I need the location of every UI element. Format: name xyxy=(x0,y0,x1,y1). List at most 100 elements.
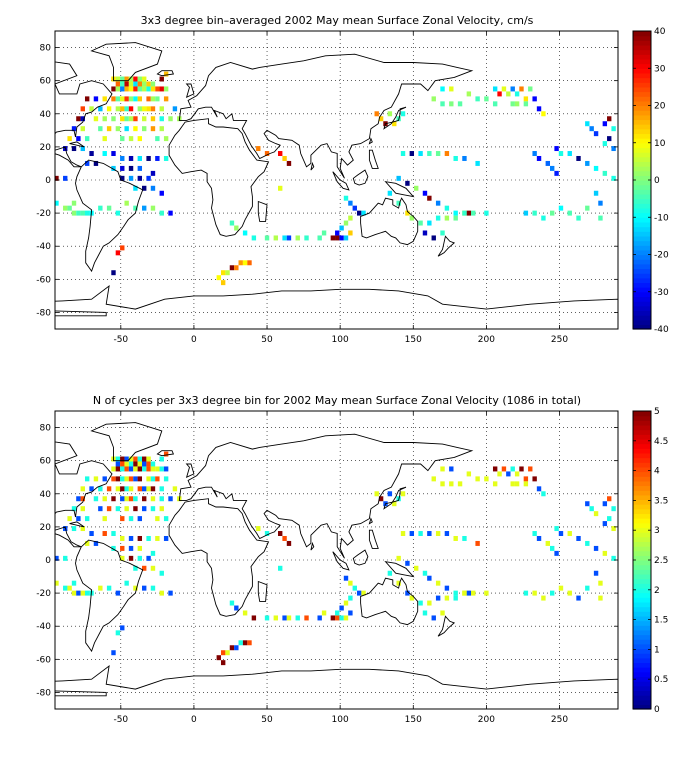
coastline xyxy=(332,551,350,571)
heatmap-cell xyxy=(234,225,239,231)
coastline xyxy=(310,541,315,551)
heatmap-cell xyxy=(418,151,423,156)
heatmap-cell xyxy=(159,466,164,472)
heatmap-cell xyxy=(159,116,164,122)
heatmap-cell xyxy=(71,126,77,132)
heatmap-cell xyxy=(133,506,138,512)
coastline xyxy=(168,118,270,237)
y-tick-label: 0 xyxy=(45,176,51,186)
heatmap-cell xyxy=(128,165,134,171)
heatmap-cell xyxy=(589,506,594,512)
colorbar-segment xyxy=(633,86,651,93)
heatmap-cell xyxy=(111,466,116,472)
coastline xyxy=(168,498,270,617)
heatmap-cell xyxy=(611,175,616,181)
colorbar-segment xyxy=(633,54,651,60)
heatmap-cell xyxy=(335,610,340,616)
coastline xyxy=(368,149,379,169)
colorbar-segment xyxy=(633,560,651,566)
heatmap-cell xyxy=(128,516,134,522)
colorbar-segment xyxy=(633,180,651,186)
heatmap-cell xyxy=(142,506,147,512)
coastline xyxy=(257,580,268,602)
y-tick-label: 80 xyxy=(40,424,52,434)
heatmap-cell xyxy=(396,200,401,206)
heatmap-cell xyxy=(115,461,121,467)
heatmap-cell xyxy=(611,555,616,561)
heatmap-cell xyxy=(93,540,99,546)
heatmap-cell xyxy=(576,215,581,221)
heatmap-cell xyxy=(98,126,103,132)
colorbar-segment xyxy=(633,499,651,505)
colorbar-segment xyxy=(633,310,651,316)
heatmap-cell xyxy=(444,595,450,601)
heatmap-cell xyxy=(545,540,550,546)
coastline xyxy=(368,529,379,549)
heatmap-cell xyxy=(558,531,564,536)
heatmap-cell xyxy=(146,486,151,492)
heatmap-cell xyxy=(159,506,164,512)
colorbar-tick-label: 4 xyxy=(654,467,660,477)
x-tick-label: 0 xyxy=(191,335,197,345)
colorbar-segment xyxy=(633,424,651,431)
heatmap-cell xyxy=(128,461,134,467)
heatmap-cell xyxy=(576,155,581,161)
heatmap-cell xyxy=(427,151,432,156)
heatmap-cell xyxy=(343,615,349,621)
heatmap-cell xyxy=(598,200,603,206)
heatmap-cell xyxy=(111,545,116,551)
colorbar-tick-label: -40 xyxy=(654,325,669,335)
heatmap-cell xyxy=(387,491,393,497)
heatmap-cell xyxy=(514,481,520,487)
heatmap-cell xyxy=(150,466,156,472)
colorbar-segment xyxy=(633,175,651,181)
heatmap-cell xyxy=(418,531,423,536)
heatmap-cell xyxy=(115,456,121,462)
coastline xyxy=(55,284,618,329)
heatmap-cell xyxy=(133,456,138,462)
heatmap-cell xyxy=(440,610,445,616)
heatmap-cell xyxy=(440,481,445,487)
heatmap-cell xyxy=(602,170,608,176)
heatmap-cell xyxy=(80,506,85,512)
heatmap-cell xyxy=(598,215,603,221)
heatmap-cell xyxy=(435,595,441,601)
heatmap-cell xyxy=(115,506,121,512)
heatmap-cell xyxy=(585,585,590,591)
heatmap-cell xyxy=(124,476,129,482)
colorbar-segment xyxy=(633,522,651,529)
heatmap-cell xyxy=(84,590,90,596)
heatmap-cell xyxy=(146,96,151,102)
heatmap-cell xyxy=(115,126,121,132)
coastline xyxy=(384,561,415,578)
heatmap-cell xyxy=(111,165,116,171)
heatmap-cell xyxy=(475,96,480,102)
heatmap-cell xyxy=(492,101,498,107)
heatmap-cell xyxy=(422,190,428,196)
heatmap-cell xyxy=(168,210,173,216)
heatmap-cell xyxy=(128,106,134,112)
colorbar-tick-label: -10 xyxy=(654,213,669,223)
heatmap-cell xyxy=(387,190,393,196)
heatmap-cell xyxy=(541,491,546,497)
heatmap-cell xyxy=(128,155,134,161)
heatmap-cell xyxy=(98,205,103,211)
heatmap-cell xyxy=(304,235,309,241)
heatmap-cell xyxy=(550,545,555,551)
colorbar-segment xyxy=(633,44,651,51)
colorbar-segment xyxy=(633,653,651,659)
heatmap-cell xyxy=(115,76,121,82)
heatmap-cell xyxy=(63,555,68,561)
heatmap-cell xyxy=(128,535,134,541)
heatmap-cell xyxy=(150,86,156,92)
colorbar-segment xyxy=(633,193,651,200)
heatmap-cell xyxy=(453,215,458,221)
heatmap-cell xyxy=(124,200,129,206)
heatmap-cell xyxy=(453,210,458,216)
coastline xyxy=(156,450,175,457)
colorbar-segment xyxy=(633,254,651,260)
colorbar-tick-label: 30 xyxy=(654,64,666,74)
heatmap-cell xyxy=(76,116,81,122)
colorbar-tick-label: 3.5 xyxy=(654,496,668,506)
heatmap-cell xyxy=(155,86,160,92)
